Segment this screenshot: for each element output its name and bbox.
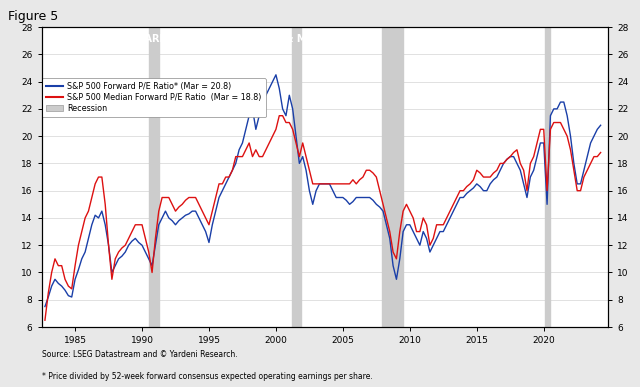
Bar — [381, 27, 403, 327]
Text: Source: LSEG Datastream and © Yardeni Research.: Source: LSEG Datastream and © Yardeni Re… — [42, 350, 237, 359]
Text: Figure 5: Figure 5 — [8, 10, 58, 23]
Legend: S&P 500 Forward P/E Ratio* (Mar = 20.8), S&P 500 Median Forward P/E Ratio  (Mar : S&P 500 Forward P/E Ratio* (Mar = 20.8),… — [42, 78, 266, 117]
Bar — [545, 27, 550, 327]
Text: * Price divided by 52-week forward consensus expected operating earnings per sha: * Price divided by 52-week forward conse… — [42, 372, 372, 381]
Bar — [292, 27, 301, 327]
Bar — [148, 27, 159, 327]
